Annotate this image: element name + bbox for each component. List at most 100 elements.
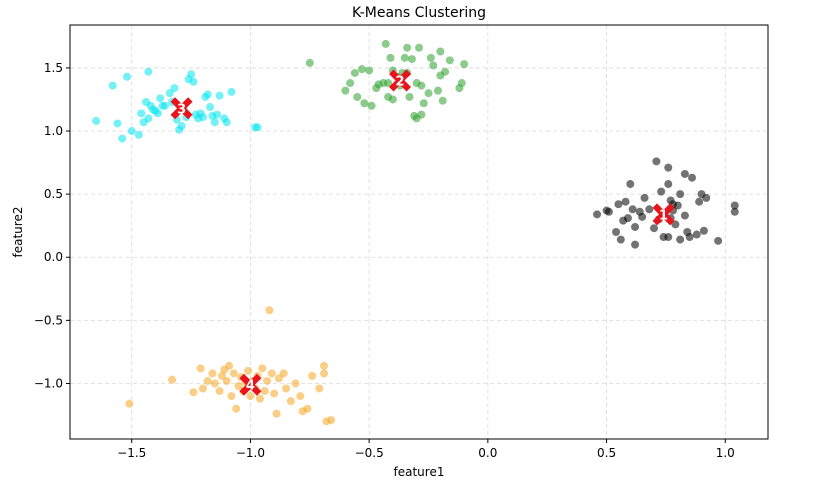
centroids: 1 2 3 4	[170, 69, 675, 396]
data-point	[417, 81, 426, 90]
x-tick-label: 1.0	[716, 446, 735, 460]
data-point	[160, 101, 169, 110]
data-point	[144, 114, 153, 123]
scatter-points	[92, 39, 739, 426]
data-point	[92, 116, 101, 125]
data-point	[265, 306, 274, 315]
data-point	[286, 397, 295, 406]
data-point	[616, 235, 625, 244]
centroid-label: 2	[395, 75, 404, 90]
data-point	[436, 47, 445, 56]
data-point	[702, 193, 711, 202]
x-tick-label: 0.5	[597, 446, 616, 460]
data-point	[673, 201, 682, 210]
data-point	[405, 92, 414, 101]
y-axis-label: feature2	[11, 207, 25, 258]
data-point	[253, 123, 262, 132]
data-point	[457, 79, 466, 88]
data-point	[263, 376, 272, 385]
data-point	[170, 84, 179, 93]
data-point	[267, 369, 276, 378]
data-point	[165, 89, 174, 98]
data-point	[113, 119, 122, 128]
data-point	[229, 369, 238, 378]
data-point	[628, 205, 637, 214]
data-point	[614, 200, 623, 209]
data-point	[308, 371, 317, 380]
data-point	[680, 169, 689, 178]
data-point	[438, 96, 447, 105]
x-tick-label: −1.5	[117, 446, 146, 460]
data-point	[118, 134, 127, 143]
y-tick-label: −1.0	[34, 376, 63, 390]
data-point	[365, 66, 374, 75]
data-point	[358, 65, 367, 74]
data-point	[270, 389, 279, 398]
data-point	[680, 211, 689, 220]
data-point	[730, 201, 739, 210]
data-point	[676, 235, 685, 244]
data-point	[657, 187, 666, 196]
data-point	[215, 91, 224, 100]
centroid-label: 1	[659, 208, 668, 223]
data-point	[320, 369, 329, 378]
data-point	[303, 404, 312, 413]
data-point	[350, 68, 359, 77]
data-point	[210, 118, 219, 127]
data-point	[604, 207, 613, 216]
data-point	[460, 60, 469, 69]
data-point	[168, 375, 177, 384]
data-point	[353, 92, 362, 101]
data-point	[685, 233, 694, 242]
data-point	[227, 392, 236, 401]
data-point	[327, 416, 336, 425]
data-point	[203, 90, 212, 99]
data-point	[441, 67, 450, 76]
data-point	[593, 210, 602, 219]
data-point	[360, 99, 369, 108]
x-tick-label: −1.0	[236, 446, 265, 460]
data-point	[381, 39, 390, 48]
data-point	[346, 79, 355, 88]
data-point	[244, 366, 253, 375]
data-point	[217, 371, 226, 380]
data-point	[631, 222, 640, 231]
data-point	[108, 81, 117, 90]
data-point	[419, 99, 428, 108]
x-tick-label: 0.0	[478, 446, 497, 460]
data-point	[232, 404, 241, 413]
data-point	[274, 374, 283, 383]
data-point	[638, 212, 647, 221]
centroid-marker: 1	[652, 203, 675, 226]
data-point	[626, 180, 635, 189]
data-point	[189, 77, 198, 86]
data-point	[296, 392, 305, 401]
data-point	[388, 95, 397, 104]
centroid-x-icon	[239, 373, 262, 396]
data-point	[676, 190, 685, 199]
data-point	[671, 220, 680, 229]
data-point	[714, 236, 723, 245]
x-axis-ticks: −1.5 −1.0 −0.5 0.0 0.5 1.0	[117, 439, 735, 460]
data-point	[208, 369, 217, 378]
y-tick-label: 1.0	[44, 124, 63, 138]
data-point	[407, 55, 416, 64]
data-point	[177, 121, 186, 130]
data-point	[156, 94, 165, 103]
data-point	[198, 113, 207, 122]
y-axis-ticks: −1.0 −0.5 0.0 0.5 1.0 1.5	[34, 61, 70, 390]
data-point	[258, 364, 267, 373]
data-point	[134, 130, 143, 139]
data-point	[695, 197, 704, 206]
data-point	[367, 101, 376, 110]
centroid-x-icon	[389, 69, 412, 92]
data-point	[196, 364, 205, 373]
data-point	[279, 369, 288, 378]
centroid-marker: 3	[170, 97, 193, 120]
data-point	[206, 103, 215, 112]
data-point	[688, 173, 697, 182]
data-point	[664, 163, 673, 172]
data-point	[400, 53, 409, 62]
data-point	[222, 118, 231, 127]
data-point	[187, 70, 196, 79]
